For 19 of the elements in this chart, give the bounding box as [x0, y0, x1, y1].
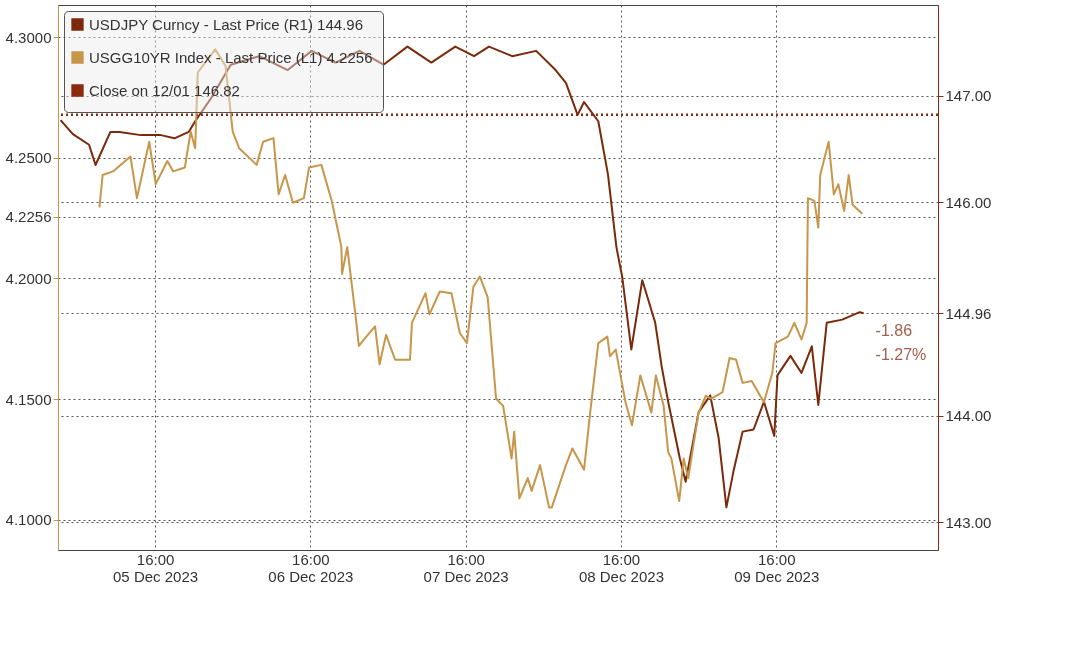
y-tick-label: 4.2256 [5, 208, 52, 226]
y2-tick-label: 144.00 [945, 407, 992, 425]
y-tick-label: 4.2000 [5, 269, 52, 287]
y-tick-label: 4.3000 [5, 28, 52, 46]
y-tick-label: 4.1500 [5, 390, 52, 408]
annotation: -1.86 [875, 322, 913, 340]
y2-tick-label: 147.00 [945, 87, 992, 105]
y-tick-label: 4.2500 [5, 149, 52, 167]
y2-tick-label: 146.00 [945, 193, 992, 211]
y2-tick-label: 143.00 [945, 513, 992, 531]
x-tick-label: 16:00 05 Dec 2023 [113, 550, 199, 585]
annotation: -1.27% [875, 346, 927, 364]
x-tick-label: 16:00 06 Dec 2023 [268, 550, 354, 585]
y2-tick-label: 144.96 [945, 304, 992, 322]
legend-label: USDJPY Curncy - Last Price (R1) 144.96 [89, 15, 363, 33]
x-tick-label: 16:00 09 Dec 2023 [734, 550, 820, 585]
x-tick-label: 16:00 08 Dec 2023 [578, 550, 664, 585]
y-tick-label: 4.1000 [5, 511, 52, 529]
x-tick-label: 16:00 07 Dec 2023 [423, 550, 509, 585]
